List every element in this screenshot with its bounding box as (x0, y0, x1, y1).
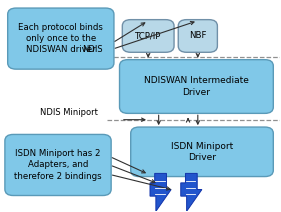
Text: NDISWAN Intermediate
Driver: NDISWAN Intermediate Driver (144, 77, 249, 97)
FancyBboxPatch shape (178, 20, 217, 52)
Text: NDIS: NDIS (82, 45, 102, 54)
Text: NDIS Miniport: NDIS Miniport (40, 108, 98, 117)
Text: NBF: NBF (189, 31, 207, 40)
Polygon shape (150, 173, 171, 211)
FancyBboxPatch shape (131, 127, 273, 177)
Text: TCP/IP: TCP/IP (135, 31, 161, 40)
Polygon shape (181, 173, 202, 211)
FancyBboxPatch shape (5, 134, 111, 195)
Text: ISDN Miniport
Driver: ISDN Miniport Driver (171, 142, 233, 162)
FancyBboxPatch shape (8, 8, 114, 69)
FancyBboxPatch shape (119, 60, 273, 113)
FancyBboxPatch shape (122, 20, 174, 52)
Text: ISDN Miniport has 2
Adapters, and
therefore 2 bindings: ISDN Miniport has 2 Adapters, and theref… (14, 149, 102, 181)
Text: Each protocol binds
only once to the
NDISWAN driver: Each protocol binds only once to the NDI… (18, 23, 103, 54)
